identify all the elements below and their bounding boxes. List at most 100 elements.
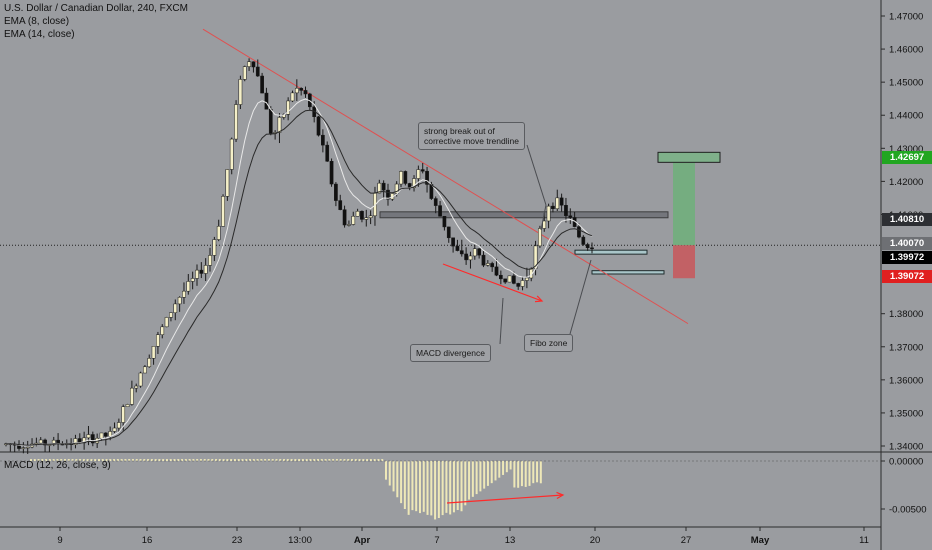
- macd-label[interactable]: MACD (12, 26, close, 9): [4, 460, 111, 471]
- macd-bar: [283, 459, 286, 461]
- macd-bar: [52, 459, 55, 461]
- candle-body: [316, 116, 321, 136]
- x-tick-label: 16: [142, 535, 153, 546]
- candle-body: [551, 205, 555, 209]
- candle-body: [169, 312, 173, 318]
- macd-bar: [105, 459, 108, 461]
- macd-bar: [347, 459, 350, 461]
- macd-bar: [101, 459, 104, 461]
- candle-body: [125, 404, 130, 407]
- macd-bar: [86, 459, 89, 461]
- candle-body: [264, 92, 269, 110]
- candle-body: [464, 253, 468, 261]
- macd-bar: [33, 459, 36, 461]
- candle-body: [103, 432, 108, 437]
- candle-body: [112, 427, 117, 432]
- candle-body: [490, 263, 495, 268]
- candle-body: [459, 250, 464, 255]
- candle-body: [177, 297, 182, 305]
- macd-bar: [218, 459, 221, 461]
- candle-body: [164, 317, 169, 328]
- macd-bar: [536, 461, 539, 483]
- macd-bar: [162, 459, 165, 461]
- candle-body: [90, 434, 95, 444]
- macd-bar: [113, 459, 116, 461]
- macd-bar: [139, 459, 142, 461]
- annotation-fibo-zone[interactable]: Fibo zone: [524, 334, 574, 352]
- macd-bar: [475, 461, 478, 495]
- candle-body: [229, 138, 234, 170]
- macd-bar: [188, 459, 191, 461]
- macd-bar: [41, 459, 44, 461]
- fibo-zone[interactable]: [591, 270, 665, 275]
- macd-divergence-arrow-head: [556, 491, 565, 499]
- descending-trendline[interactable]: [202, 28, 689, 325]
- macd-bar: [498, 461, 501, 478]
- macd-bar: [169, 459, 172, 461]
- macd-bar: [517, 461, 520, 488]
- x-tick-label: 20: [590, 535, 601, 546]
- position-profit-zone[interactable]: [673, 158, 695, 246]
- macd-bar: [128, 459, 131, 461]
- candle-body: [564, 205, 568, 217]
- macd-bar: [471, 461, 474, 497]
- macd-bar: [143, 459, 146, 461]
- candle-body: [546, 205, 551, 222]
- macd-bar: [37, 459, 40, 461]
- candle-body: [334, 183, 338, 201]
- price-tag-stop-value: 1.39072: [889, 271, 925, 282]
- candle-body: [386, 189, 390, 200]
- candle-body: [516, 283, 521, 287]
- macd-bar: [388, 461, 391, 486]
- candle-body: [468, 255, 473, 261]
- macd-bar: [332, 459, 335, 461]
- candle-body: [117, 422, 121, 429]
- candle-body: [442, 215, 447, 228]
- ema-14-line: [6, 109, 593, 446]
- candle-body: [338, 200, 343, 210]
- candle-body: [329, 160, 334, 185]
- macd-bar: [400, 461, 403, 504]
- macd-bar: [79, 459, 82, 461]
- macd-bar: [271, 459, 274, 461]
- macd-y-tick-label: -0.00500: [889, 505, 927, 516]
- annotation-breakout[interactable]: strong break out of corrective move tren…: [418, 122, 525, 150]
- candle-body: [99, 432, 104, 439]
- candle-body: [512, 275, 516, 284]
- ema-fast-label[interactable]: EMA (8, close): [4, 16, 70, 27]
- candle-body: [433, 198, 438, 206]
- macd-bar: [60, 459, 63, 461]
- macd-bar: [358, 459, 361, 461]
- macd-bar: [403, 461, 406, 509]
- candle-body: [260, 75, 264, 94]
- macd-bar: [267, 459, 270, 461]
- macd-bar: [298, 459, 301, 461]
- candle-body: [520, 280, 525, 287]
- candle-body: [446, 226, 451, 239]
- ema-slow-label[interactable]: EMA (14, close): [4, 29, 75, 40]
- candle-body: [538, 228, 542, 247]
- y-tick-label: 1.47000: [889, 12, 923, 23]
- macd-divergence-arrow[interactable]: [446, 494, 564, 504]
- macd-bar: [294, 459, 297, 461]
- macd-bar: [434, 461, 437, 520]
- macd-bar: [350, 459, 353, 461]
- fibo-zone[interactable]: [574, 249, 648, 255]
- macd-bar: [426, 461, 429, 515]
- candle-body: [156, 334, 160, 347]
- annotation-macd-divergence[interactable]: MACD divergence: [410, 344, 491, 362]
- macd-bar: [116, 459, 119, 461]
- macd-bar: [165, 459, 168, 461]
- candle-body: [173, 303, 178, 314]
- candle-body: [360, 210, 364, 220]
- resistance-zone[interactable]: [379, 211, 669, 219]
- candle-body: [299, 87, 304, 91]
- candle-body: [481, 254, 486, 266]
- position-target-box[interactable]: [657, 151, 721, 163]
- macd-bar: [362, 459, 365, 461]
- price-divergence-arrow[interactable]: [442, 263, 543, 302]
- x-tick-label: 13:00: [288, 535, 312, 546]
- macd-bar: [30, 459, 32, 461]
- position-loss-zone[interactable]: [673, 245, 695, 279]
